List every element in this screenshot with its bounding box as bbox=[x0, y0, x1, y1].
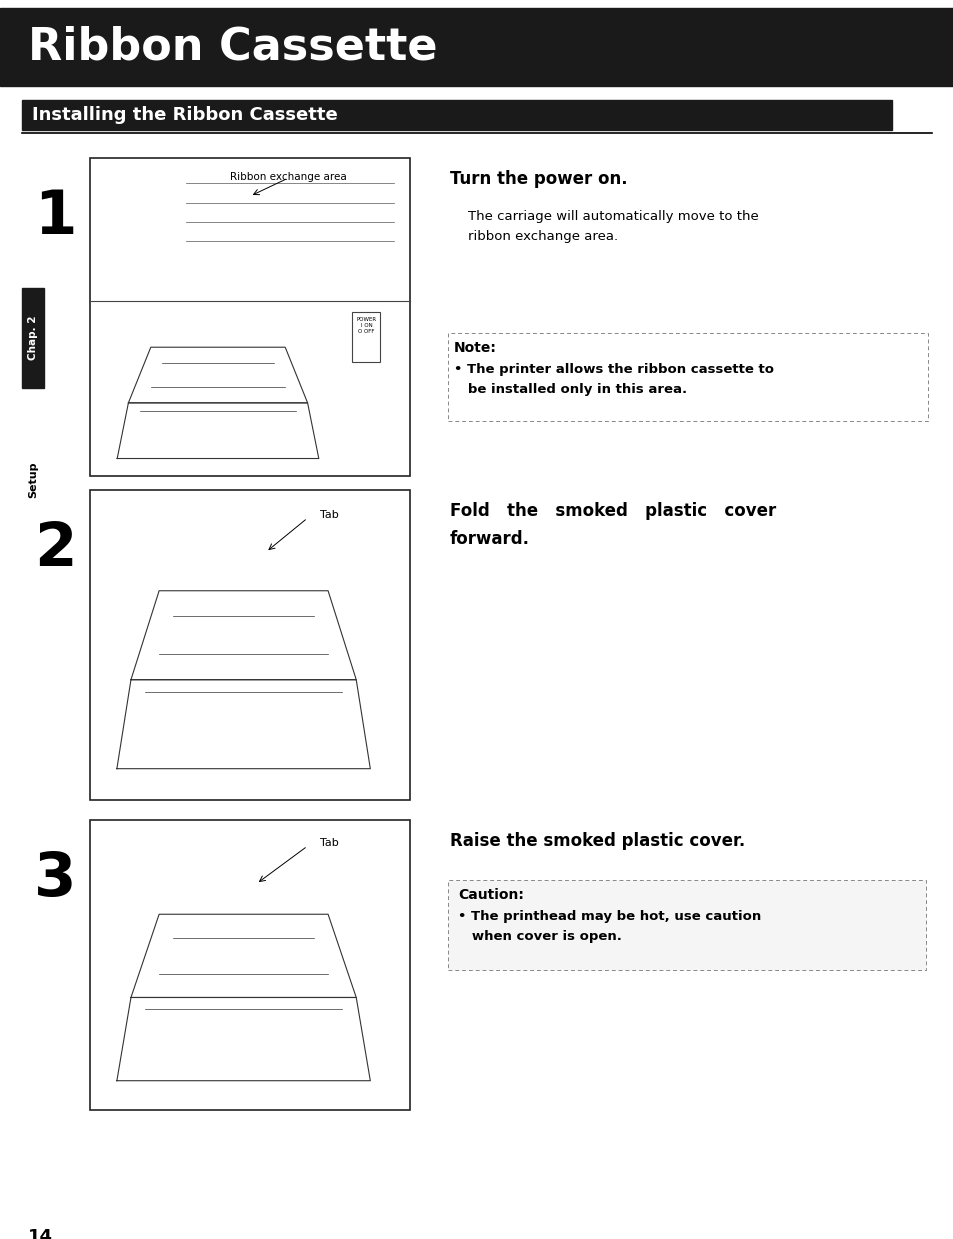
Text: Note:: Note: bbox=[454, 341, 497, 356]
Bar bbox=[90, 489, 410, 800]
Text: 3: 3 bbox=[33, 850, 76, 909]
Bar bbox=[0, 7, 953, 85]
Text: Caution:: Caution: bbox=[457, 888, 523, 902]
Bar bbox=[22, 287, 44, 388]
Text: forward.: forward. bbox=[450, 530, 530, 548]
Text: Tab: Tab bbox=[320, 510, 339, 520]
Text: be installed only in this area.: be installed only in this area. bbox=[454, 383, 686, 396]
Bar bbox=[352, 312, 380, 363]
Text: Ribbon Cassette: Ribbon Cassette bbox=[28, 26, 437, 68]
Text: ribbon exchange area.: ribbon exchange area. bbox=[468, 230, 618, 243]
Text: • The printer allows the ribbon cassette to: • The printer allows the ribbon cassette… bbox=[454, 363, 773, 375]
Bar bbox=[448, 333, 927, 421]
Text: Tab: Tab bbox=[320, 838, 339, 847]
Text: • The printhead may be hot, use caution: • The printhead may be hot, use caution bbox=[457, 909, 760, 923]
Bar bbox=[22, 100, 891, 130]
Text: The carriage will automatically move to the: The carriage will automatically move to … bbox=[468, 209, 758, 223]
Text: Setup: Setup bbox=[28, 462, 38, 498]
Bar bbox=[90, 159, 410, 476]
Text: Turn the power on.: Turn the power on. bbox=[450, 170, 627, 188]
Text: Fold   the   smoked   plastic   cover: Fold the smoked plastic cover bbox=[450, 502, 776, 520]
Bar bbox=[90, 820, 410, 1110]
Text: 2: 2 bbox=[33, 520, 76, 579]
Text: Chap. 2: Chap. 2 bbox=[28, 316, 38, 361]
Bar bbox=[448, 880, 925, 970]
Text: Raise the smoked plastic cover.: Raise the smoked plastic cover. bbox=[450, 833, 744, 850]
Text: 1: 1 bbox=[33, 188, 76, 247]
Text: Installing the Ribbon Cassette: Installing the Ribbon Cassette bbox=[32, 107, 337, 124]
Text: when cover is open.: when cover is open. bbox=[457, 930, 621, 943]
Text: 14: 14 bbox=[28, 1228, 53, 1239]
Text: POWER
I ON
O OFF: POWER I ON O OFF bbox=[356, 317, 376, 335]
Text: Ribbon exchange area: Ribbon exchange area bbox=[230, 172, 346, 182]
